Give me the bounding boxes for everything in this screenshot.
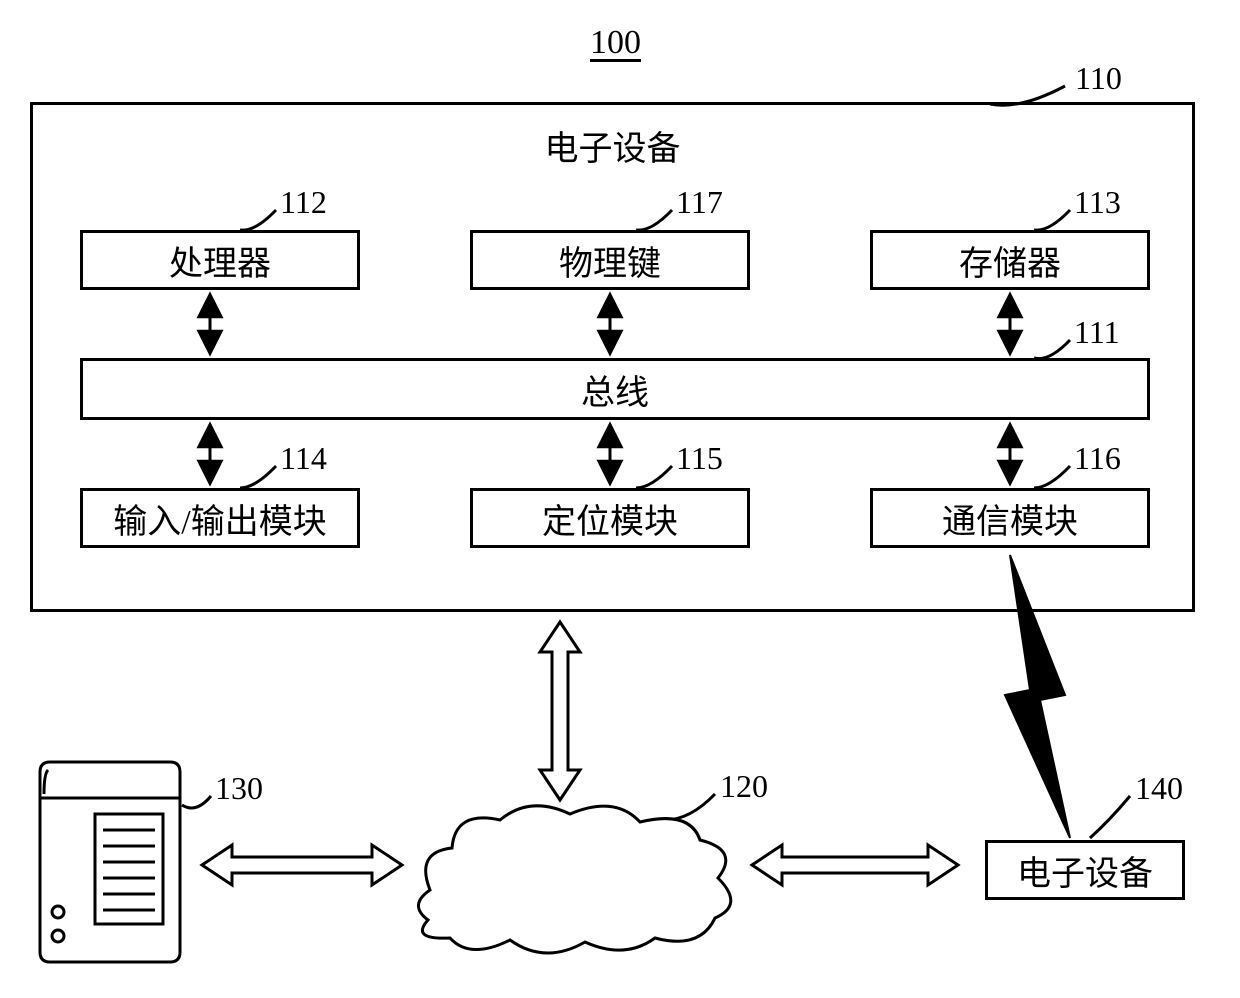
ref-110: 110 [1075, 60, 1122, 97]
ref-114: 114 [280, 440, 327, 477]
server-icon [40, 762, 180, 962]
ref-111: 111 [1074, 314, 1120, 351]
outer-box-title: 电子设备 [545, 121, 681, 170]
figure-number: 100 [590, 24, 641, 62]
box-io-label: 输入/输出模块 [113, 494, 326, 543]
box-bus: 总线 [80, 358, 1150, 420]
box-device2: 电子设备 [985, 840, 1185, 900]
box-loc-label: 定位模块 [542, 494, 678, 543]
box-device2-label: 电子设备 [1017, 846, 1153, 895]
box-location-module: 定位模块 [470, 488, 750, 548]
box-physical-key: 物理键 [470, 230, 750, 290]
ref-113: 113 [1074, 184, 1121, 221]
box-io-module: 输入/输出模块 [80, 488, 360, 548]
ref-112: 112 [280, 184, 327, 221]
box-processor: 处理器 [80, 230, 360, 290]
box-processor-label: 处理器 [169, 236, 271, 285]
diagram-canvas: 100 电子设备 处理器 物理键 存储器 总线 输入/输出模块 定位模块 通信模… [0, 0, 1240, 998]
ref-117: 117 [676, 184, 723, 221]
box-comm-module: 通信模块 [870, 488, 1150, 548]
box-memory-label: 存储器 [959, 236, 1061, 285]
box-bus-label: 总线 [581, 365, 649, 414]
ref-120: 120 [720, 768, 768, 805]
outline-arrows [202, 622, 958, 885]
box-memory: 存储器 [870, 230, 1150, 290]
ref-130: 130 [215, 770, 263, 807]
ref-140: 140 [1135, 770, 1183, 807]
box-physkey-label: 物理键 [559, 236, 661, 285]
ref-116: 116 [1074, 440, 1121, 477]
box-comm-label: 通信模块 [942, 494, 1078, 543]
ref-115: 115 [676, 440, 723, 477]
cloud-label: 网络 [535, 848, 603, 897]
